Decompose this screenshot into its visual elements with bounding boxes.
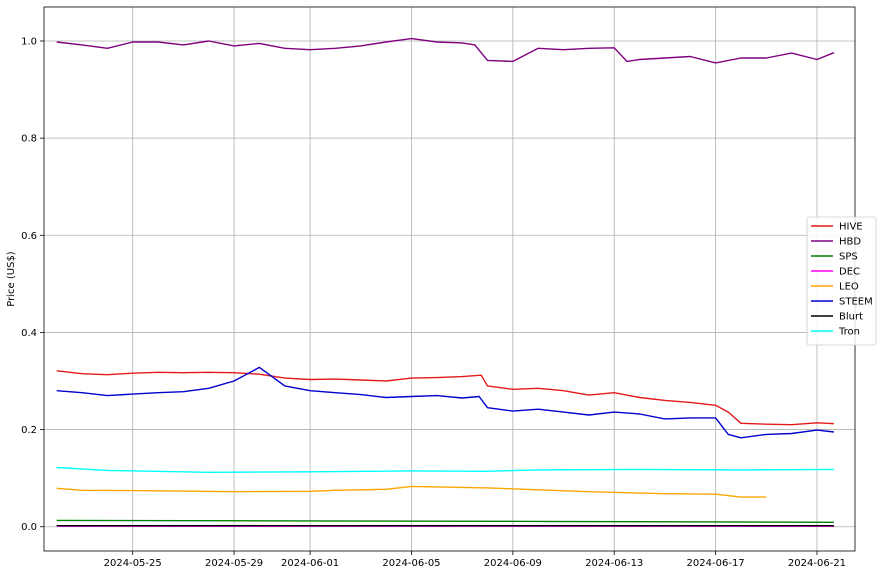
- legend-label-leo: LEO: [839, 282, 859, 293]
- y-tick-label: 0.4: [21, 328, 37, 339]
- y-tick-label: 0.0: [21, 522, 37, 533]
- series-line-hbd: [56, 37, 835, 64]
- y-axis-label: Price (US$): [6, 251, 17, 307]
- legend-label-hive: HIVE: [839, 222, 863, 233]
- series-line-hive: [56, 370, 834, 426]
- series-lines: [56, 37, 835, 527]
- x-tick-label: 2024-06-05: [382, 558, 440, 569]
- legend-label-blurt: Blurt: [839, 312, 863, 323]
- y-tick-label: 1.0: [21, 37, 37, 48]
- x-axis-ticks: 2024-05-25 2024-05-29 2024-06-01 2024-06-05…: [104, 551, 846, 569]
- x-tick-label: 2024-06-09: [484, 558, 542, 569]
- y-axis-ticks: 0.0 0.2 0.4 0.6 0.8 1.0: [21, 37, 44, 533]
- legend-label-sps: SPS: [839, 252, 858, 263]
- x-tick-label: 2024-05-25: [104, 558, 162, 569]
- legend-box: [806, 216, 877, 346]
- grid: [44, 7, 855, 551]
- legend-label-dec: DEC: [839, 267, 860, 278]
- series-line-sps: [56, 519, 834, 523]
- legend: HIVE HBD SPS DEC LEO STEEM Blurt Tron: [806, 216, 877, 346]
- x-tick-label: 2024-05-29: [205, 558, 263, 569]
- x-tick-label: 2024-06-01: [281, 558, 339, 569]
- legend-label-hbd: HBD: [839, 237, 861, 248]
- x-tick-label: 2024-06-13: [585, 558, 643, 569]
- y-tick-label: 0.6: [21, 231, 37, 242]
- series-line-leo: [56, 485, 767, 498]
- series-line-tron: [56, 466, 834, 473]
- x-tick-label: 2024-06-17: [687, 558, 745, 569]
- y-tick-label: 0.2: [21, 425, 37, 436]
- x-tick-label: 2024-06-21: [788, 558, 846, 569]
- series-line-steem: [56, 366, 834, 439]
- y-tick-label: 0.8: [21, 134, 37, 145]
- legend-label-steem: STEEM: [839, 297, 873, 308]
- legend-label-tron: Tron: [838, 327, 860, 338]
